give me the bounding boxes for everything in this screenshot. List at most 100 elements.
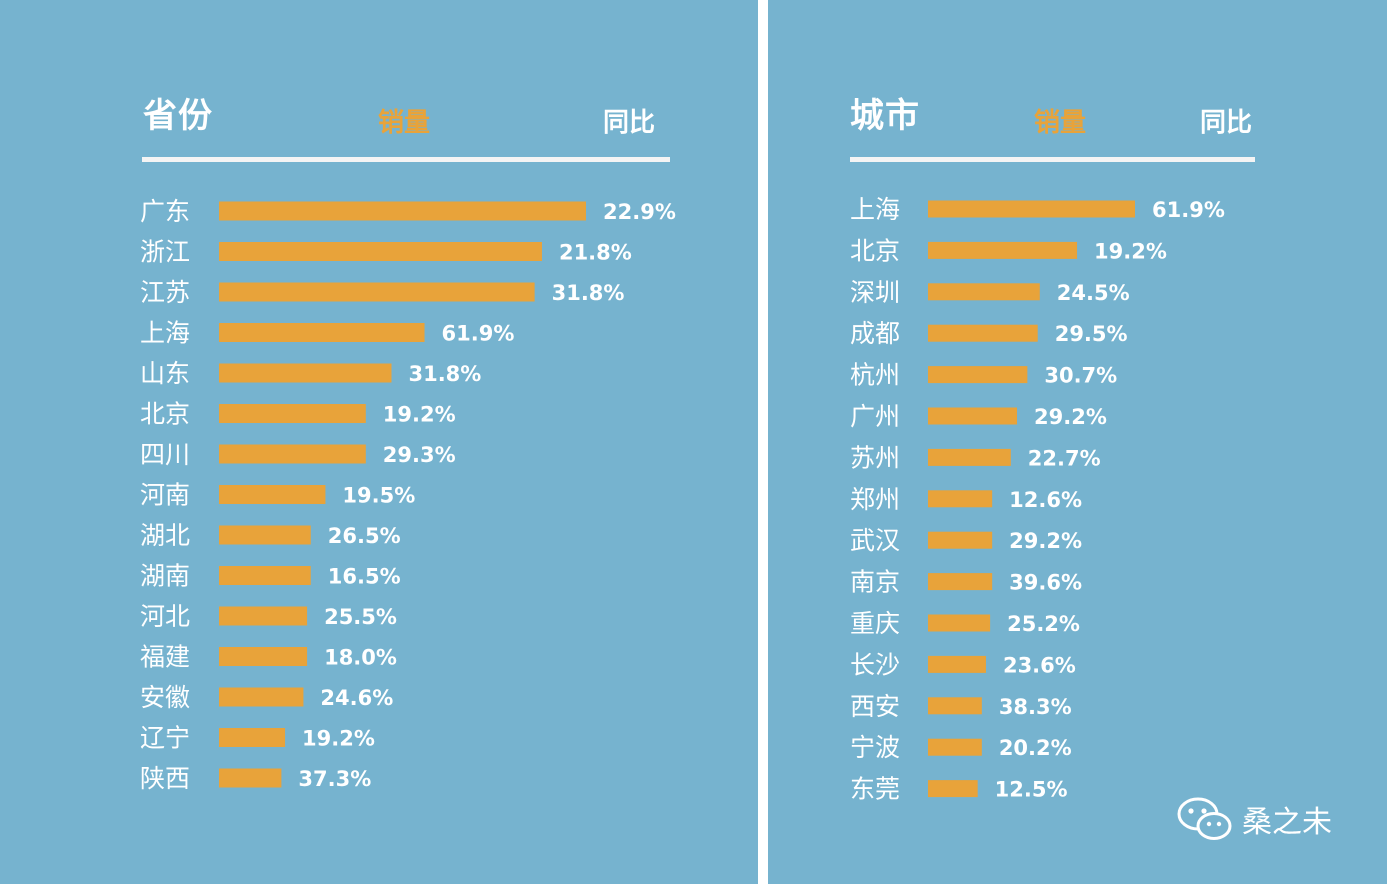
yoy-label: 31.8% (408, 362, 481, 386)
bar (928, 241, 1078, 259)
bar (219, 363, 392, 383)
bar (219, 728, 286, 747)
category-label: 江苏 (140, 278, 190, 307)
yoy-label: 19.2% (1094, 239, 1167, 263)
city-header-rule (850, 157, 1255, 162)
yoy-label: 12.6% (1009, 488, 1082, 512)
yoy-label: 25.2% (1007, 612, 1080, 636)
category-label: 东莞 (850, 775, 900, 804)
category-label: 苏州 (850, 443, 900, 472)
yoy-label: 24.5% (1057, 281, 1130, 305)
category-label: 河南 (140, 481, 190, 510)
bar (928, 780, 978, 798)
category-label: 湖北 (140, 521, 190, 550)
bar (219, 201, 586, 221)
watermark: 桑之未 (1176, 796, 1332, 842)
category-label: 上海 (140, 319, 190, 348)
bar (928, 200, 1135, 218)
yoy-label: 61.9% (1152, 198, 1225, 222)
yoy-label: 29.5% (1055, 322, 1128, 346)
bar (219, 404, 366, 423)
category-label: 深圳 (850, 278, 900, 307)
category-label: 杭州 (850, 361, 900, 390)
city-title: 城市 (850, 96, 920, 136)
category-label: 成都 (850, 319, 900, 348)
bar (219, 606, 308, 626)
bar (928, 573, 993, 591)
bar (219, 485, 326, 504)
category-label: 山东 (140, 359, 190, 388)
category-label: 北京 (850, 236, 900, 265)
bar (928, 531, 993, 549)
category-label: 广州 (850, 402, 900, 431)
category-label: 广东 (140, 197, 190, 226)
yoy-label: 31.8% (552, 281, 625, 305)
bar (928, 614, 991, 632)
yoy-label: 26.5% (328, 524, 401, 548)
wechat-icon (1177, 797, 1232, 840)
category-label: 浙江 (140, 238, 190, 267)
bar (928, 448, 1011, 466)
province-header-rule (142, 157, 670, 162)
bar (928, 407, 1018, 425)
yoy-label: 29.2% (1009, 529, 1082, 553)
category-label: 河北 (140, 602, 190, 631)
bar (219, 566, 311, 585)
category-label: 南京 (850, 568, 900, 597)
category-label: 福建 (140, 643, 190, 672)
yoy-label: 25.5% (324, 605, 397, 629)
yoy-label: 21.8% (559, 241, 632, 265)
yoy-label: 16.5% (328, 565, 401, 589)
city-yoy-header: 同比 (1200, 108, 1253, 138)
category-label: 上海 (850, 195, 900, 224)
yoy-label: 37.3% (298, 767, 371, 791)
bar (219, 444, 366, 464)
city-sales-header: 销量 (1034, 108, 1087, 138)
category-label: 长沙 (850, 650, 900, 679)
yoy-label: 20.2% (999, 736, 1072, 760)
category-label: 西安 (850, 692, 900, 721)
watermark-text: 桑之未 (1242, 805, 1332, 840)
category-label: 宁波 (850, 733, 900, 762)
yoy-label: 19.2% (302, 727, 375, 751)
city-bar-chart: 上海 61.9% 北京 19.2% 深圳 24.5% 成都 29.5% 杭州 30.7% 广州 29.… (850, 195, 1225, 804)
yoy-label: 30.7% (1044, 364, 1117, 388)
province-yoy-header: 同比 (603, 108, 656, 138)
category-label: 四川 (140, 440, 190, 469)
city-panel: 城市 销量 同比 上海 61.9% 北京 19.2% 深圳 24.5% 成都 29.5% 杭州 3… (768, 0, 1387, 884)
bar (219, 323, 425, 342)
province-panel: 省份 销量 同比 广东 22.9% 浙江 21.8% 江苏 31.8% 上海 61.9% 山东 3… (0, 0, 758, 884)
yoy-label: 22.7% (1028, 446, 1101, 470)
yoy-label: 24.6% (320, 686, 393, 710)
bar (928, 655, 986, 673)
yoy-label: 19.2% (383, 403, 456, 427)
bar (219, 525, 311, 545)
category-label: 安徽 (140, 683, 190, 712)
yoy-label: 29.3% (383, 443, 456, 467)
category-label: 郑州 (850, 485, 900, 514)
yoy-label: 23.6% (1003, 653, 1076, 677)
bar (928, 283, 1040, 301)
yoy-label: 39.6% (1009, 571, 1082, 595)
yoy-label: 12.5% (995, 778, 1068, 802)
bar (928, 490, 993, 508)
yoy-label: 19.5% (342, 484, 415, 508)
yoy-label: 18.0% (324, 646, 397, 670)
yoy-label: 22.9% (603, 200, 676, 224)
province-title: 省份 (143, 96, 213, 136)
bar (219, 687, 304, 707)
category-label: 重庆 (850, 609, 900, 638)
category-label: 陕西 (140, 764, 190, 793)
bar (928, 366, 1028, 384)
bar (219, 242, 542, 261)
bar (928, 738, 982, 756)
bar (219, 647, 308, 666)
yoy-label: 29.2% (1034, 405, 1107, 429)
bar (219, 768, 282, 788)
category-label: 北京 (140, 400, 190, 429)
yoy-label: 61.9% (442, 322, 515, 346)
category-label: 湖南 (140, 562, 190, 591)
yoy-label: 38.3% (999, 695, 1072, 719)
bar (219, 282, 535, 302)
bar (928, 324, 1038, 342)
